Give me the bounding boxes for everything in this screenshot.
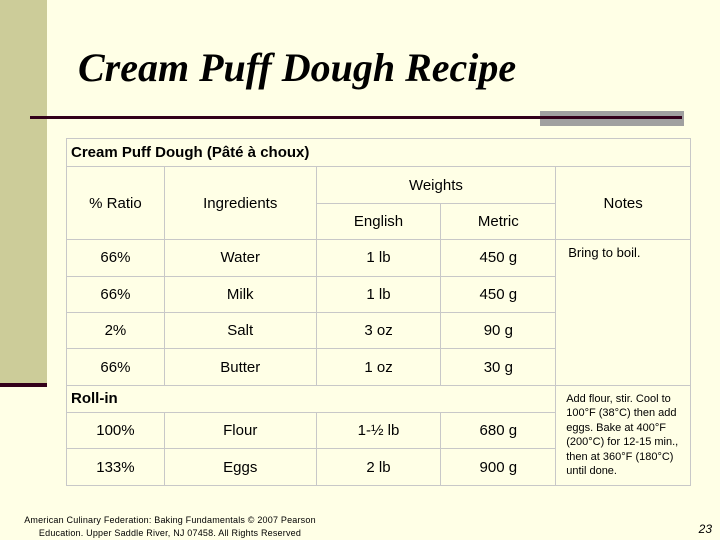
header-metric: Metric — [440, 202, 557, 241]
table-row: 66% Water 1 lb 450 g Bring to boil. — [66, 239, 691, 386]
table-row: 100% Flour 1-½ lb 680 g — [66, 412, 691, 450]
cell-ratio: 66% — [66, 348, 165, 386]
header-notes: Notes — [555, 166, 691, 241]
cell-english: 3 oz — [315, 311, 442, 350]
header-weights: Weights — [315, 166, 557, 204]
footer-line-1: American Culinary Federation: Baking Fun… — [24, 515, 316, 525]
cell-ratio: 66% — [66, 275, 165, 313]
recipe-table: Cream Puff Dough (Pâté à choux) % Ratio … — [65, 137, 691, 487]
cell-ingredient: Water — [163, 239, 317, 277]
cell-ingredient: Eggs — [163, 448, 317, 486]
cell-metric: 90 g — [440, 311, 557, 350]
cell-ratio: 66% — [66, 239, 165, 277]
cell-ingredient: Butter — [163, 348, 317, 386]
table-caption: Cream Puff Dough (Pâté à choux) — [66, 137, 691, 168]
left-decor-band — [0, 0, 47, 383]
cell-english: 1 lb — [315, 239, 442, 277]
cell-metric: 900 g — [440, 448, 557, 486]
header-ingredients: Ingredients — [163, 166, 317, 241]
note-boil: Bring to boil. — [555, 239, 691, 386]
cell-english: 1 oz — [315, 348, 442, 386]
cell-ratio: 2% — [66, 311, 165, 350]
cell-metric: 680 g — [440, 412, 557, 450]
header-english: English — [315, 202, 442, 241]
cell-ratio: 100% — [66, 412, 165, 450]
cell-english: 2 lb — [315, 448, 442, 486]
cell-english: 1 lb — [315, 275, 442, 313]
rollin-label: Roll-in — [65, 384, 557, 414]
note-bake: Add flour, stir. Cool to 100°F (38°C) th… — [555, 384, 691, 487]
copyright-footer: American Culinary Federation: Baking Fun… — [10, 514, 330, 540]
footer-line-2: Education. Upper Saddle River, NJ 07458.… — [38, 528, 302, 538]
slide-title: Cream Puff Dough Recipe — [78, 45, 517, 90]
page-number: 23 — [698, 522, 712, 536]
title-divider — [30, 116, 682, 119]
cell-ratio: 133% — [66, 448, 165, 486]
table-row: 133% Eggs 2 lb 900 g — [66, 448, 691, 486]
table-row: 2% Salt 3 oz 90 g — [66, 311, 691, 350]
cell-english: 1-½ lb — [315, 412, 442, 450]
left-decor-rule — [0, 383, 47, 387]
cell-ingredient: Milk — [163, 275, 317, 313]
cell-metric: 450 g — [440, 239, 557, 277]
cell-ingredient: Flour — [163, 412, 317, 450]
cell-ingredient: Salt — [163, 311, 317, 350]
cell-metric: 30 g — [440, 348, 557, 386]
cell-metric: 450 g — [440, 275, 557, 313]
header-ratio: % Ratio — [66, 166, 165, 241]
table-row: 66% Milk 1 lb 450 g — [66, 275, 691, 313]
